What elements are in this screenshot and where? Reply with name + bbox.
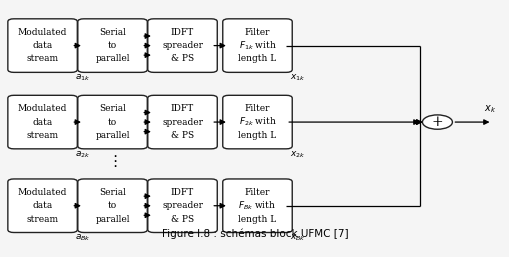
Text: $a_{2k}$: $a_{2k}$: [75, 149, 91, 160]
Text: $F_{Bk}$ with: $F_{Bk}$ with: [238, 199, 276, 212]
Text: data: data: [33, 201, 52, 210]
Text: $F_{2k}$ with: $F_{2k}$ with: [238, 116, 276, 128]
Text: to: to: [108, 201, 117, 210]
Text: stream: stream: [26, 54, 59, 63]
Text: Modulated: Modulated: [18, 188, 67, 197]
Text: $x_{Bk}$: $x_{Bk}$: [290, 233, 305, 243]
Text: & PS: & PS: [171, 215, 194, 224]
Text: IDFT: IDFT: [171, 28, 194, 37]
Text: $x_k$: $x_k$: [483, 103, 495, 115]
Text: stream: stream: [26, 215, 59, 224]
Text: Filter: Filter: [244, 188, 270, 197]
FancyBboxPatch shape: [8, 179, 77, 233]
Text: +: +: [431, 115, 442, 128]
Text: spreader: spreader: [162, 41, 203, 50]
Text: Serial: Serial: [99, 28, 126, 37]
Text: parallel: parallel: [95, 215, 130, 224]
FancyBboxPatch shape: [148, 19, 217, 72]
Text: Modulated: Modulated: [18, 104, 67, 113]
Text: spreader: spreader: [162, 201, 203, 210]
Text: spreader: spreader: [162, 117, 203, 127]
FancyBboxPatch shape: [222, 95, 292, 149]
Text: stream: stream: [26, 131, 59, 140]
Text: to: to: [108, 41, 117, 50]
FancyBboxPatch shape: [8, 19, 77, 72]
Text: & PS: & PS: [171, 54, 194, 63]
Text: Figure I.8 : schémas block UFMC [7]: Figure I.8 : schémas block UFMC [7]: [161, 229, 348, 239]
Text: $a_{1k}$: $a_{1k}$: [75, 73, 91, 83]
Text: & PS: & PS: [171, 131, 194, 140]
FancyBboxPatch shape: [222, 19, 292, 72]
Text: $\vdots$: $\vdots$: [107, 153, 118, 169]
Text: Filter: Filter: [244, 104, 270, 113]
Text: Modulated: Modulated: [18, 28, 67, 37]
Text: $x_{1k}$: $x_{1k}$: [290, 73, 305, 83]
Text: data: data: [33, 117, 52, 127]
Text: length L: length L: [238, 54, 276, 63]
Text: IDFT: IDFT: [171, 188, 194, 197]
Text: length L: length L: [238, 131, 276, 140]
FancyBboxPatch shape: [78, 179, 147, 233]
Text: Filter: Filter: [244, 28, 270, 37]
Text: data: data: [33, 41, 52, 50]
FancyBboxPatch shape: [148, 95, 217, 149]
FancyBboxPatch shape: [78, 95, 147, 149]
Text: length L: length L: [238, 215, 276, 224]
Circle shape: [421, 115, 451, 129]
Text: $x_{2k}$: $x_{2k}$: [290, 149, 305, 160]
FancyBboxPatch shape: [8, 95, 77, 149]
Text: parallel: parallel: [95, 131, 130, 140]
FancyBboxPatch shape: [222, 179, 292, 233]
Text: Serial: Serial: [99, 188, 126, 197]
Text: to: to: [108, 117, 117, 127]
FancyBboxPatch shape: [148, 179, 217, 233]
Text: parallel: parallel: [95, 54, 130, 63]
Text: IDFT: IDFT: [171, 104, 194, 113]
Text: $a_{Bk}$: $a_{Bk}$: [75, 233, 91, 243]
Text: Serial: Serial: [99, 104, 126, 113]
FancyBboxPatch shape: [78, 19, 147, 72]
Text: $F_{1k}$ with: $F_{1k}$ with: [238, 39, 276, 52]
